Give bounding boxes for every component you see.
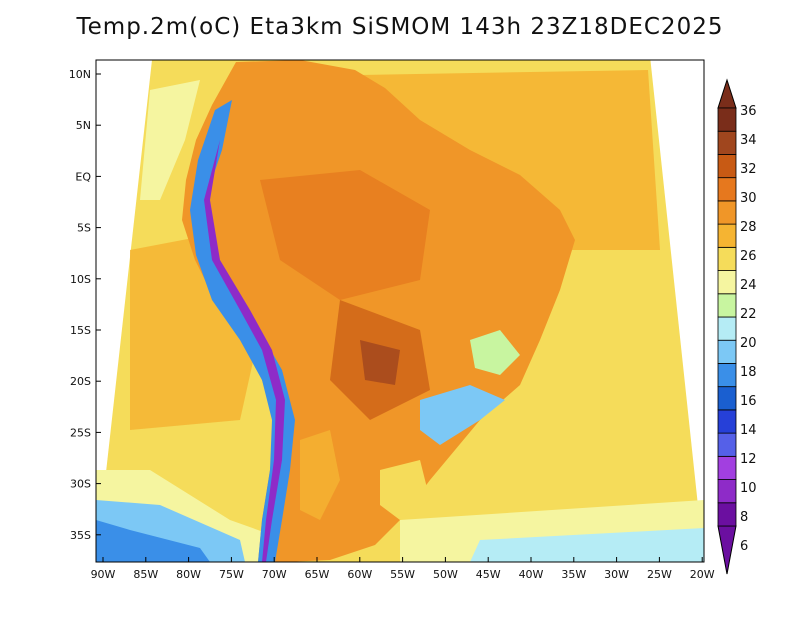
- map-frame: [95, 59, 705, 563]
- lat-tick-label: 30S: [70, 478, 91, 491]
- lon-tick-label: 80W: [176, 568, 201, 581]
- lon-tick-label: 60W: [347, 568, 372, 581]
- colorbar-label: 28: [740, 220, 757, 235]
- lat-tick-label: 10S: [70, 273, 91, 286]
- colorbar-segment: [717, 270, 737, 295]
- colorbar-segment: [717, 502, 737, 527]
- colorbar-label: 14: [740, 423, 757, 438]
- colorbar-segment: [717, 455, 737, 480]
- colorbar-segment: [717, 200, 737, 225]
- colorbar-segment: [717, 432, 737, 457]
- colorbar-segment: [717, 223, 737, 248]
- colorbar-label: 24: [740, 278, 757, 293]
- temperature-field: [96, 60, 704, 562]
- lat-tick-label: 25S: [70, 426, 91, 439]
- lon-tick-label: 70W: [262, 568, 287, 581]
- lon-tick-label: 50W: [433, 568, 458, 581]
- colorbar-label: 18: [740, 365, 757, 380]
- colorbar-label: 6: [740, 539, 748, 554]
- colorbar-over-arrow: [717, 78, 737, 109]
- colorbar-label: 22: [740, 307, 757, 322]
- lat-tick-label: EQ: [75, 170, 91, 183]
- colorbar-segment: [717, 130, 737, 155]
- map-title: Temp.2m(oC) Eta3km SiSMOM 143h 23Z18DEC2…: [76, 14, 724, 40]
- latitude-axis: 10N 5N EQ 5S 10S 15S 20S 25S 30S 35S: [69, 68, 101, 542]
- colorbar: 6 8 10 12 14 16 18 20 22 24 26 28 30 32 34 36: [717, 78, 757, 575]
- lon-tick-label: 30W: [604, 568, 629, 581]
- lon-tick-label: 35W: [561, 568, 586, 581]
- lat-tick-label: 10N: [69, 68, 91, 81]
- colorbar-segment: [717, 177, 737, 202]
- colorbar-segment: [717, 246, 737, 271]
- lon-tick-label: 55W: [390, 568, 415, 581]
- colorbar-segment: [717, 409, 737, 434]
- lon-tick-label: 65W: [305, 568, 330, 581]
- lon-tick-label: 20W: [690, 568, 715, 581]
- lon-tick-label: 75W: [219, 568, 244, 581]
- colorbar-label: 16: [740, 394, 757, 409]
- colorbar-label: 34: [740, 133, 757, 148]
- colorbar-label: 36: [740, 104, 757, 119]
- colorbar-label: 26: [740, 249, 757, 264]
- lon-tick-label: 90W: [91, 568, 116, 581]
- colorbar-label: 10: [740, 481, 757, 496]
- lon-tick-label: 85W: [133, 568, 158, 581]
- lat-tick-label: 20S: [70, 375, 91, 388]
- colorbar-segment: [717, 386, 737, 411]
- colorbar-segment: [717, 339, 737, 364]
- colorbar-segment: [717, 107, 737, 132]
- longitude-axis: 90W 85W 80W 75W 70W 65W 60W 55W 50W 45W 40W 35W 30W 2…: [91, 557, 715, 581]
- colorbar-label: 32: [740, 162, 757, 177]
- lon-tick-label: 45W: [476, 568, 501, 581]
- colorbar-under-arrow: [717, 525, 737, 575]
- lon-tick-label: 40W: [519, 568, 544, 581]
- colorbar-segment: [717, 293, 737, 318]
- colorbar-label: 12: [740, 452, 757, 467]
- lat-tick-label: 5S: [77, 222, 91, 235]
- lon-tick-label: 25W: [647, 568, 672, 581]
- colorbar-segment: [717, 479, 737, 504]
- colorbar-segment: [717, 154, 737, 179]
- lat-tick-label: 15S: [70, 324, 91, 337]
- lat-tick-label: 35S: [70, 529, 91, 542]
- colorbar-label: 30: [740, 191, 757, 206]
- lat-tick-label: 5N: [76, 119, 91, 132]
- colorbar-label: 20: [740, 336, 757, 351]
- colorbar-label: 8: [740, 510, 748, 525]
- colorbar-segment: [717, 363, 737, 388]
- colorbar-segment: [717, 316, 737, 341]
